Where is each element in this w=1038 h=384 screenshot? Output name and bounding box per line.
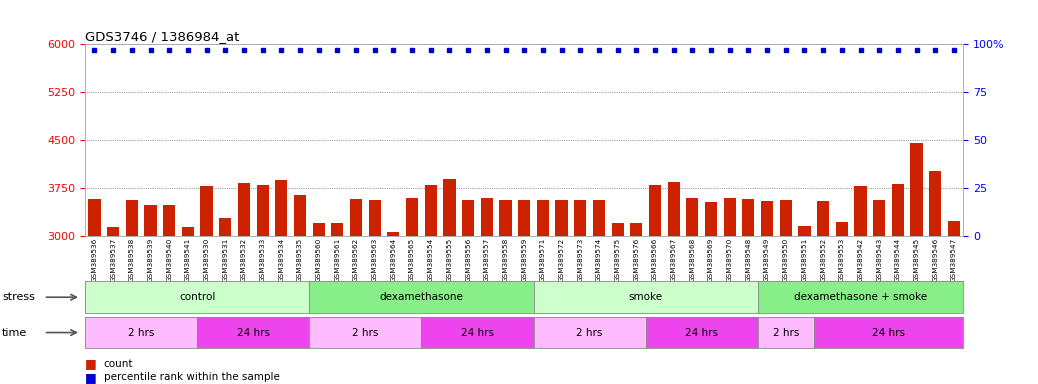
Bar bbox=[126, 200, 138, 236]
Bar bbox=[555, 200, 568, 236]
Text: percentile rank within the sample: percentile rank within the sample bbox=[104, 372, 279, 382]
Text: dexamethasone: dexamethasone bbox=[380, 292, 463, 302]
Text: 24 hrs: 24 hrs bbox=[461, 328, 494, 338]
Text: 24 hrs: 24 hrs bbox=[872, 328, 905, 338]
Bar bbox=[499, 200, 512, 236]
Text: count: count bbox=[104, 359, 133, 369]
Bar bbox=[836, 222, 848, 236]
Bar bbox=[406, 198, 418, 236]
Bar bbox=[817, 201, 829, 236]
Text: 24 hrs: 24 hrs bbox=[685, 328, 718, 338]
Bar bbox=[256, 185, 269, 236]
Bar bbox=[593, 200, 605, 236]
Bar bbox=[537, 200, 549, 236]
Text: 2 hrs: 2 hrs bbox=[128, 328, 155, 338]
Text: 24 hrs: 24 hrs bbox=[237, 328, 270, 338]
Bar bbox=[387, 232, 400, 236]
Bar bbox=[462, 200, 474, 236]
Bar bbox=[219, 218, 231, 236]
Text: ■: ■ bbox=[85, 371, 97, 384]
Bar bbox=[368, 200, 381, 236]
Text: GDS3746 / 1386984_at: GDS3746 / 1386984_at bbox=[85, 30, 240, 43]
Bar bbox=[182, 227, 194, 236]
Bar bbox=[294, 195, 306, 236]
Bar bbox=[892, 184, 904, 236]
Bar bbox=[481, 198, 493, 236]
Bar bbox=[312, 223, 325, 236]
Bar bbox=[705, 202, 717, 236]
Text: 2 hrs: 2 hrs bbox=[352, 328, 379, 338]
Text: 2 hrs: 2 hrs bbox=[576, 328, 603, 338]
Text: control: control bbox=[179, 292, 216, 302]
Bar bbox=[742, 199, 755, 236]
Text: dexamethasone + smoke: dexamethasone + smoke bbox=[794, 292, 927, 302]
Bar bbox=[686, 198, 699, 236]
Text: stress: stress bbox=[2, 292, 35, 302]
Bar bbox=[761, 201, 773, 236]
Bar bbox=[331, 223, 344, 236]
Bar bbox=[854, 186, 867, 236]
Bar bbox=[200, 186, 213, 236]
Bar bbox=[88, 199, 101, 236]
Bar bbox=[275, 180, 288, 236]
Bar bbox=[630, 223, 643, 236]
Bar bbox=[144, 205, 157, 236]
Bar bbox=[163, 205, 175, 236]
Text: 2 hrs: 2 hrs bbox=[772, 328, 799, 338]
Bar bbox=[574, 200, 586, 236]
Bar bbox=[425, 185, 437, 236]
Bar bbox=[667, 182, 680, 236]
Bar bbox=[798, 226, 811, 236]
Bar bbox=[238, 183, 250, 236]
Bar bbox=[873, 200, 885, 236]
Bar bbox=[649, 185, 661, 236]
Bar bbox=[929, 171, 941, 236]
Bar bbox=[723, 198, 736, 236]
Text: time: time bbox=[2, 328, 27, 338]
Text: ■: ■ bbox=[85, 358, 97, 371]
Bar bbox=[518, 200, 530, 236]
Bar bbox=[443, 179, 456, 236]
Bar bbox=[350, 199, 362, 236]
Bar bbox=[780, 200, 792, 236]
Text: smoke: smoke bbox=[629, 292, 662, 302]
Bar bbox=[948, 222, 960, 236]
Bar bbox=[107, 227, 119, 236]
Bar bbox=[910, 143, 923, 236]
Bar bbox=[611, 223, 624, 236]
